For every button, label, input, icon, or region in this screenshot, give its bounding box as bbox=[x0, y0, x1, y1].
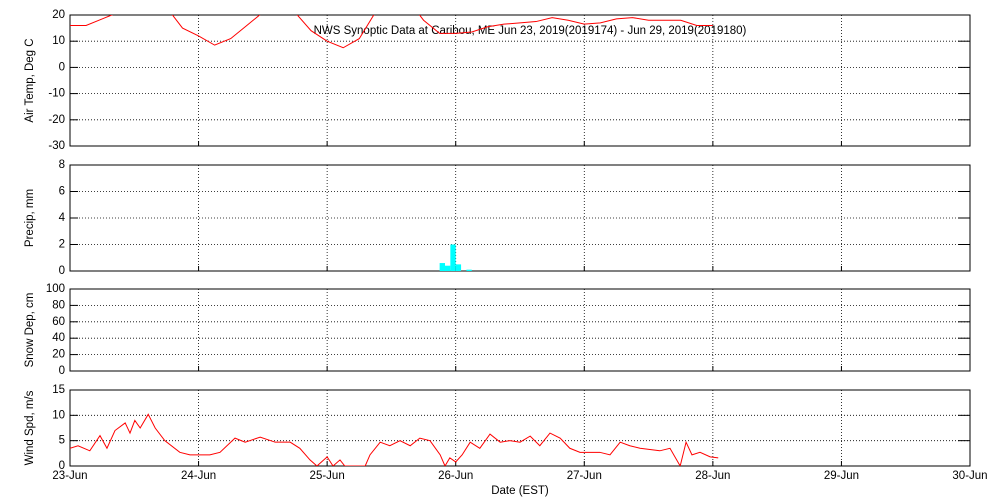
bar bbox=[439, 263, 445, 271]
x-tick-label: 25-Jun bbox=[310, 470, 345, 482]
panel-frame bbox=[69, 288, 971, 372]
y-tick-label: 80 bbox=[52, 299, 65, 311]
y-tick-label: 60 bbox=[52, 316, 65, 328]
y-tick-label: 0 bbox=[59, 265, 65, 277]
y-axis-label: Wind Spd, m/s bbox=[24, 390, 36, 465]
x-tick-label: 23-Jun bbox=[52, 470, 87, 482]
x-tick-label: 27-Jun bbox=[567, 470, 602, 482]
y-axis-label: Snow Dep, cm bbox=[24, 293, 36, 368]
y-tick-label: 0 bbox=[59, 61, 65, 73]
y-tick-label: 40 bbox=[52, 332, 65, 344]
panel-frame bbox=[69, 14, 971, 147]
x-tick-label: 28-Jun bbox=[695, 470, 730, 482]
y-axis-label: Precip, mm bbox=[24, 189, 36, 247]
x-tick-label: 30-Jun bbox=[952, 470, 987, 482]
y-tick-label: -10 bbox=[48, 88, 65, 100]
y-tick-label: 4 bbox=[59, 212, 66, 224]
x-axis-label: Date (EST) bbox=[491, 485, 549, 497]
y-tick-label: 10 bbox=[52, 409, 65, 421]
x-tick-label: 24-Jun bbox=[181, 470, 216, 482]
y-tick-label: 20 bbox=[52, 9, 65, 21]
chart-title: NWS Synoptic Data at Caribou, ME Jun 23,… bbox=[314, 25, 747, 37]
y-tick-label: 20 bbox=[52, 349, 65, 361]
y-tick-label: 100 bbox=[46, 283, 65, 295]
y-tick-label: -20 bbox=[48, 114, 65, 126]
y-tick-label: 8 bbox=[59, 159, 65, 171]
y-tick-label: 0 bbox=[59, 460, 65, 472]
y-tick-label: 2 bbox=[59, 239, 65, 251]
y-tick-label: 10 bbox=[52, 35, 65, 47]
y-tick-label: 5 bbox=[59, 435, 65, 447]
y-tick-label: -30 bbox=[48, 140, 65, 152]
bar bbox=[455, 264, 462, 271]
panel-frame bbox=[69, 389, 971, 467]
data-line bbox=[70, 15, 713, 49]
data-line bbox=[70, 413, 719, 466]
y-axis-label: Air Temp, Deg C bbox=[24, 38, 36, 122]
bar bbox=[466, 269, 472, 271]
y-tick-label: 0 bbox=[59, 365, 65, 377]
x-tick-label: 26-Jun bbox=[438, 470, 473, 482]
y-tick-label: 15 bbox=[52, 384, 65, 396]
bar bbox=[450, 244, 456, 271]
bar bbox=[445, 265, 451, 271]
x-tick-label: 29-Jun bbox=[824, 470, 859, 482]
y-tick-label: 6 bbox=[59, 186, 65, 198]
